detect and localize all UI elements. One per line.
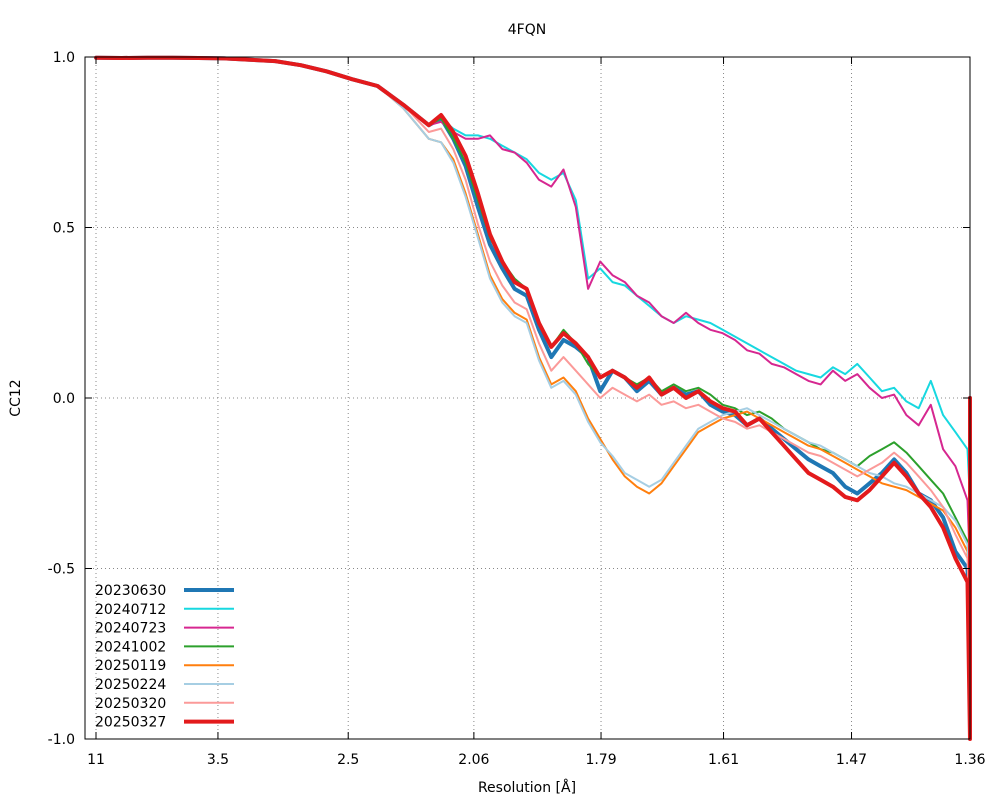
x-tick-label: 1.36: [954, 752, 985, 768]
legend-label-20240723: 20240723: [95, 621, 166, 637]
y-tick-label: -0.5: [48, 562, 75, 578]
legend-label-20230630: 20230630: [95, 583, 166, 599]
x-tick-label: 11: [87, 752, 105, 768]
y-tick-label: 0.5: [53, 221, 75, 237]
y-axis-label: CC12: [8, 379, 24, 416]
x-tick-label: 1.61: [708, 752, 739, 768]
x-tick-label: 2.06: [458, 752, 489, 768]
x-tick-label: 1.47: [836, 752, 867, 768]
x-axis-label: Resolution [Å]: [478, 779, 576, 796]
y-tick-label: 1.0: [53, 50, 75, 66]
x-tick-label: 3.5: [207, 752, 229, 768]
legend-label-20250327: 20250327: [95, 715, 166, 731]
axis-ticks: 11 3.5 2.5 2.06 1.79 1.61 1.47 1.36 1.0 0.5 0.0 -0.…: [48, 50, 986, 768]
x-tick-label: 1.79: [585, 752, 616, 768]
legend-label-20240712: 20240712: [95, 602, 166, 618]
legend-label-20250224: 20250224: [95, 677, 166, 693]
legend-label-20250119: 20250119: [95, 658, 166, 674]
x-tick-label: 2.5: [337, 752, 359, 768]
y-tick-label: -1.0: [48, 732, 75, 748]
y-tick-label: 0.0: [53, 391, 75, 407]
series-lines: [94, 55, 972, 741]
legend-label-20241002: 20241002: [95, 639, 166, 655]
legend: 20230630 20240712 20240723 20241002 20250119…: [95, 583, 234, 731]
legend-label-20250320: 20250320: [95, 696, 166, 712]
series-line-20250327: [94, 55, 972, 741]
chart-title: 4FQN: [508, 22, 546, 38]
